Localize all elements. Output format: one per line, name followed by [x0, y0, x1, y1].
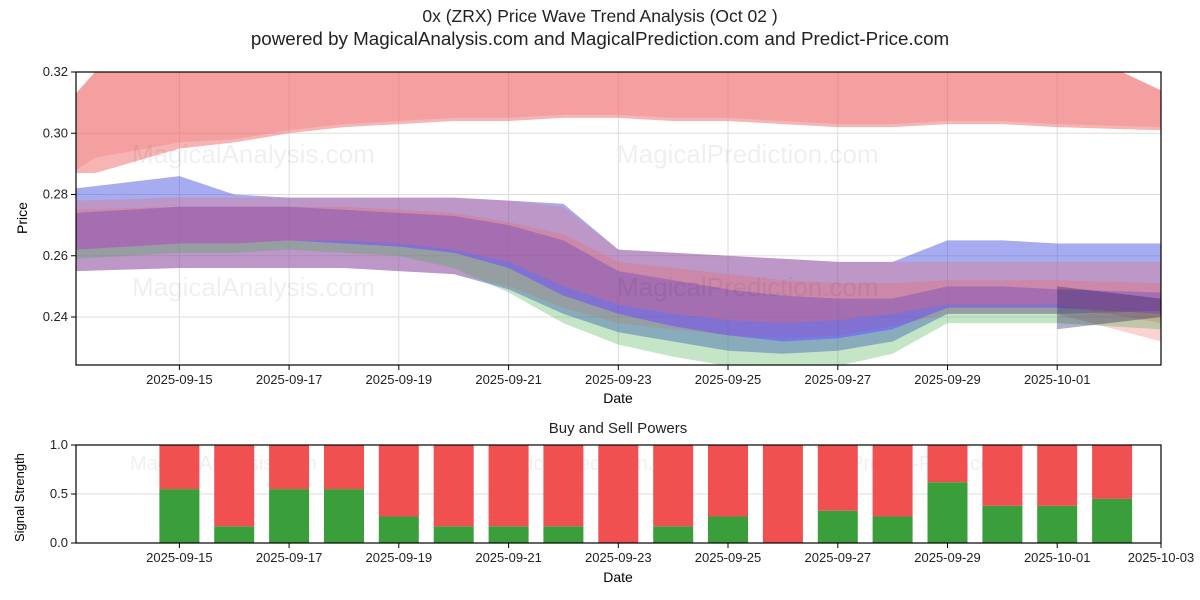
svg-text:1.0: 1.0 — [50, 437, 68, 452]
svg-text:2025-09-25: 2025-09-25 — [695, 550, 762, 565]
svg-text:2025-10-01: 2025-10-01 — [1024, 550, 1091, 565]
svg-text:2025-09-23: 2025-09-23 — [585, 550, 652, 565]
svg-text:2025-09-27: 2025-09-27 — [805, 550, 872, 565]
svg-text:2025-09-21: 2025-09-21 — [475, 550, 542, 565]
svg-text:Date: Date — [603, 569, 633, 585]
svg-text:Buy and Sell Powers: Buy and Sell Powers — [549, 420, 687, 437]
svg-text:2025-09-29: 2025-09-29 — [914, 550, 981, 565]
svg-text:0.5: 0.5 — [50, 486, 68, 501]
svg-text:2025-09-19: 2025-09-19 — [366, 550, 433, 565]
svg-text:2025-09-17: 2025-09-17 — [256, 550, 323, 565]
svg-text:2025-09-15: 2025-09-15 — [146, 550, 213, 565]
svg-text:2025-10-03: 2025-10-03 — [1128, 550, 1195, 565]
svg-text:0.0: 0.0 — [50, 535, 68, 550]
